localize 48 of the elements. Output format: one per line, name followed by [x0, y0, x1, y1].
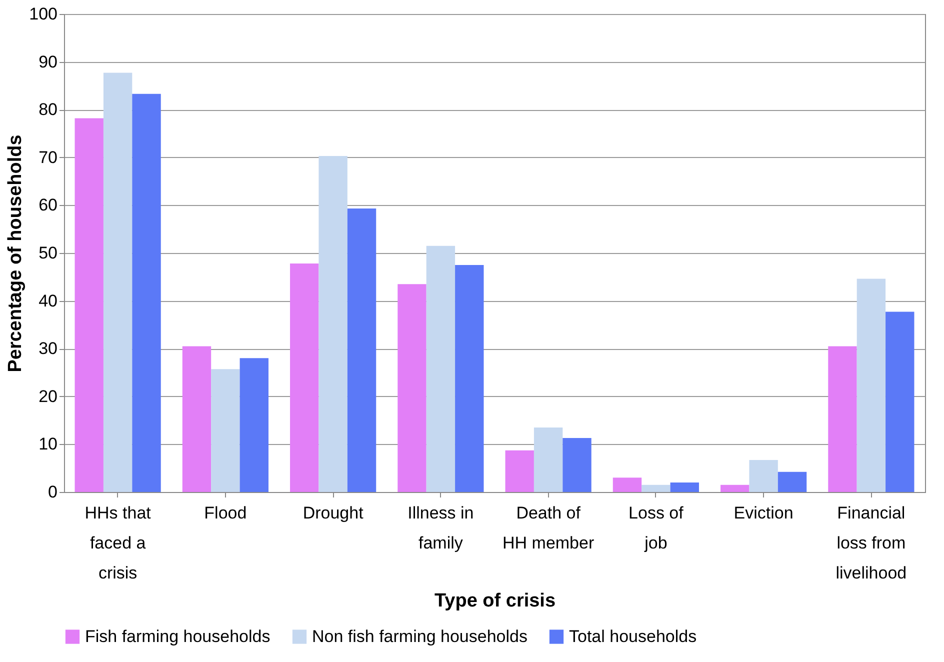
bar — [426, 246, 456, 492]
bar — [828, 346, 857, 492]
bar — [749, 460, 778, 492]
x-axis-title: Type of crisis — [434, 590, 556, 612]
y-tick-label: 20 — [38, 386, 58, 406]
x-tick-label: Loss of job — [628, 504, 684, 552]
x-tick-label: HHs that faced a crisis — [84, 504, 152, 582]
bar — [132, 94, 161, 492]
bar — [455, 264, 484, 492]
x-tick-label: Flood — [204, 504, 247, 522]
bar — [103, 72, 132, 492]
y-tick-label: 50 — [38, 244, 58, 262]
x-tick-label: Death of HH member — [502, 504, 594, 552]
bar — [505, 450, 534, 492]
x-tick-label: Financial loss from livelihood — [836, 504, 907, 582]
bar — [670, 482, 699, 492]
bar — [318, 156, 348, 492]
legend-label: Non fish farming households — [312, 626, 528, 646]
y-tick-label: 40 — [38, 291, 58, 310]
x-tick-label: Eviction — [734, 504, 794, 522]
y-tick-label: 80 — [38, 100, 58, 120]
bar — [778, 472, 807, 492]
x-tick-label: Drought — [302, 504, 364, 522]
x-tick-label: Illness in family — [408, 504, 474, 552]
y-tick-label: 90 — [38, 52, 58, 72]
bar — [642, 484, 670, 492]
y-tick-label: 60 — [38, 196, 58, 215]
bar — [74, 118, 104, 492]
y-tick-label: 100 — [29, 4, 58, 24]
bar — [211, 369, 240, 492]
legend-label: Total households — [569, 626, 697, 646]
bar — [240, 358, 268, 492]
y-tick-label: 10 — [38, 434, 58, 454]
bar — [562, 438, 592, 492]
bar — [182, 346, 212, 492]
y-axis-title: Percentage of households — [5, 134, 26, 372]
y-tick-label: 70 — [38, 148, 58, 167]
y-tick-label: 30 — [38, 339, 58, 358]
bar — [347, 208, 376, 492]
bar — [612, 478, 642, 492]
y-tick-label: 0 — [48, 482, 58, 502]
bar — [398, 284, 426, 492]
bar — [290, 264, 319, 492]
bar — [720, 484, 750, 492]
bar — [886, 312, 914, 492]
bar — [856, 278, 886, 492]
legend-label: Fish farming households — [85, 626, 270, 646]
bar — [534, 427, 563, 492]
